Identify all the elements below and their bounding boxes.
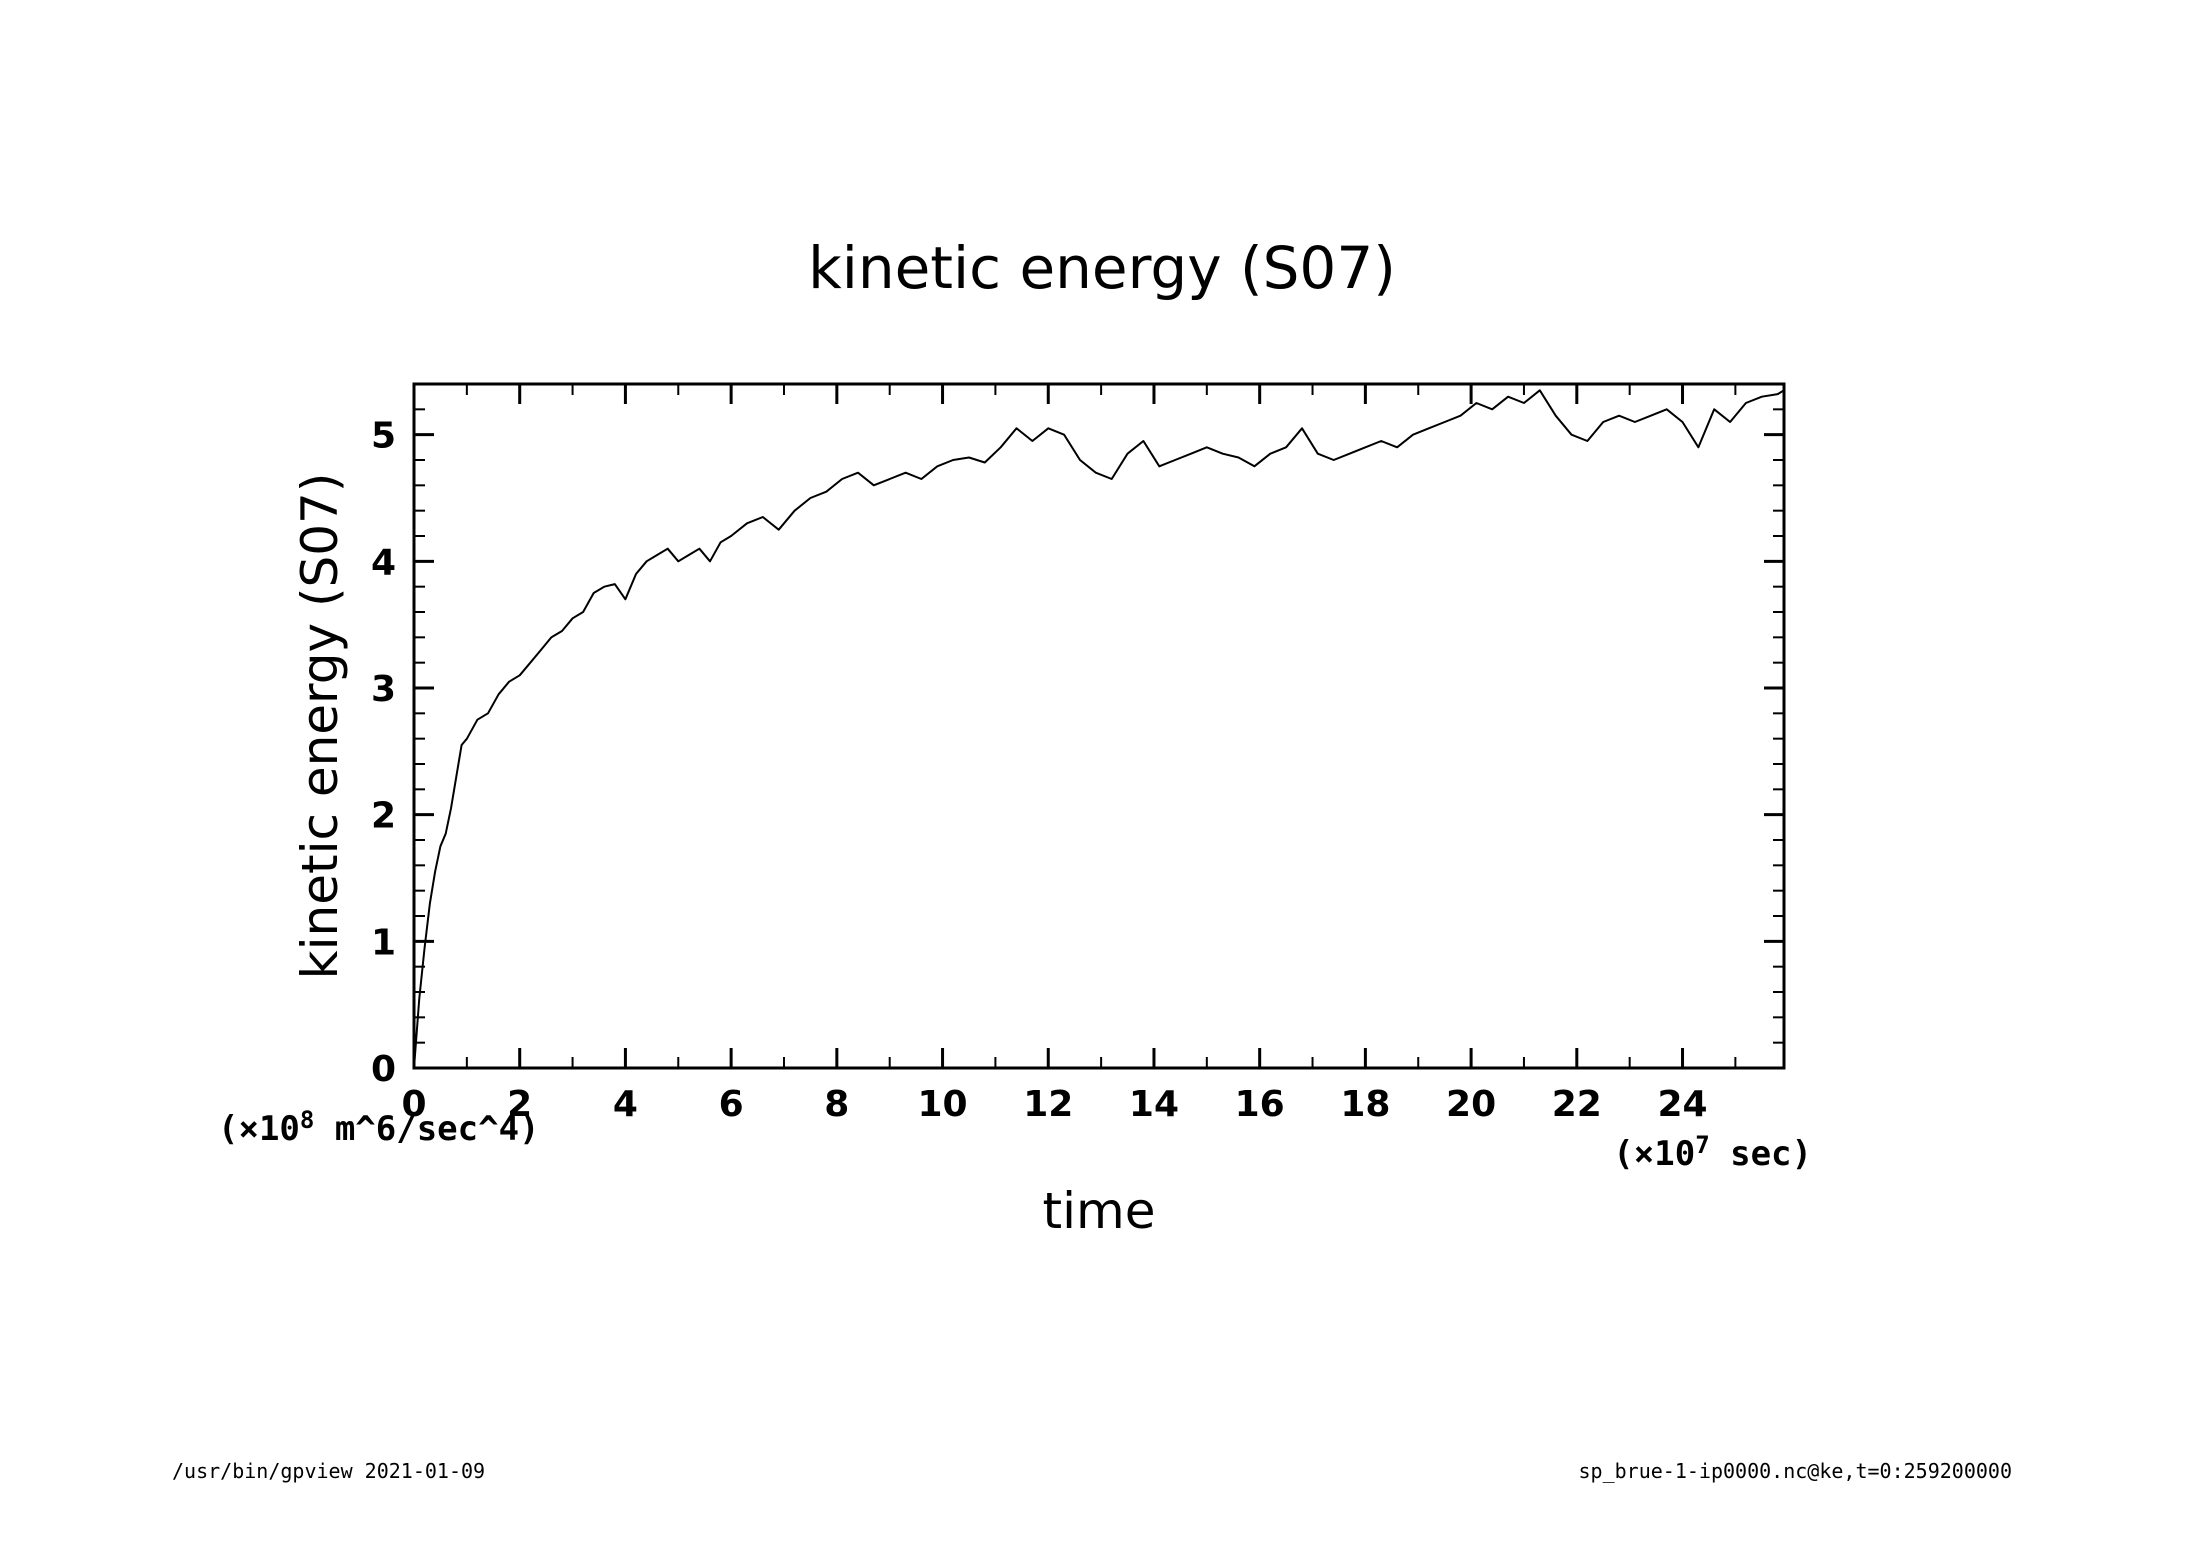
x-tick-label: 14 xyxy=(1129,1084,1179,1125)
x-tick-label: 0 xyxy=(401,1084,426,1125)
x-tick-label: 18 xyxy=(1340,1084,1390,1125)
x-tick-label: 2 xyxy=(507,1084,532,1125)
x-axis-label: time xyxy=(1043,1182,1156,1240)
x-tick-label: 10 xyxy=(917,1084,967,1125)
y-tick-label: 0 xyxy=(371,1049,396,1090)
x-unit-label: (×107 sec) xyxy=(1613,1131,1812,1174)
x-tick-label: 24 xyxy=(1657,1084,1707,1125)
x-tick-label: 16 xyxy=(1235,1084,1285,1125)
x-tick-label: 4 xyxy=(613,1084,638,1125)
y-tick-label: 3 xyxy=(371,669,396,710)
y-tick-labels: 0 1 2 3 4 5 xyxy=(371,416,396,1090)
series-line xyxy=(413,389,1785,1069)
footer-right: sp_brue-1-ip0000.nc@ke,t=0:259200000 xyxy=(1579,1459,2012,1483)
chart-title: kinetic energy (S07) xyxy=(808,234,1396,302)
x-tick-label: 20 xyxy=(1446,1084,1496,1125)
y-tick-label: 4 xyxy=(371,542,396,583)
footer-left: /usr/bin/gpview 2021-01-09 xyxy=(172,1459,485,1483)
y-tick-label: 5 xyxy=(371,416,396,457)
y-tick-label: 2 xyxy=(371,796,396,837)
y-axis-label: kinetic energy (S07) xyxy=(291,473,349,980)
y-unit-label: (×108 m^6/sec^4) xyxy=(218,1106,540,1149)
y-tick-label: 1 xyxy=(371,922,396,963)
x-tick-label: 6 xyxy=(719,1084,744,1125)
ticks-group xyxy=(412,383,1784,1070)
x-tick-label: 22 xyxy=(1552,1084,1602,1125)
plot-frame xyxy=(412,382,1786,1070)
x-tick-label: 12 xyxy=(1023,1084,1073,1125)
x-tick-label: 8 xyxy=(824,1084,849,1125)
x-tick-labels: 0 2 4 6 8 10 12 14 16 18 20 22 24 xyxy=(401,1084,1707,1125)
